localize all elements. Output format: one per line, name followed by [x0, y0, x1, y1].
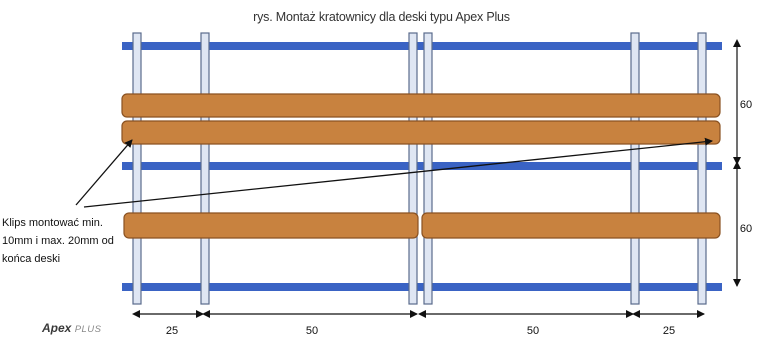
- deck-board-4: [421, 212, 721, 239]
- pointer-right: [83, 137, 713, 208]
- clip-note-line-3: końca deski: [2, 253, 61, 265]
- deck-board-3: [123, 212, 419, 239]
- dim-label-2: 50: [306, 325, 318, 337]
- joist-bottom: [122, 283, 722, 291]
- joists: [122, 42, 722, 291]
- battens: [132, 32, 707, 305]
- joist-middle: [122, 162, 722, 170]
- dim-label-3: 50: [527, 325, 539, 337]
- logo-brand: Apex: [42, 321, 72, 335]
- deck-boards: [121, 93, 721, 239]
- logo-suffix: PLUS: [74, 324, 102, 335]
- clip-note-line-2: 10mm i max. 20mm od: [2, 235, 114, 247]
- joist-top: [122, 42, 722, 50]
- apex-logo: Apex PLUS: [42, 321, 102, 335]
- batten-2: [200, 32, 210, 305]
- pointer-left: [75, 139, 133, 206]
- deck-board-1: [121, 93, 721, 118]
- note-pointers: [75, 137, 713, 208]
- clip-note-line-1: Klips montować min.: [2, 217, 103, 229]
- batten-1: [132, 32, 142, 305]
- diagram-caption: rys. Montaż kratownicy dla deski typu Ap…: [253, 10, 510, 24]
- batten-4: [423, 32, 433, 305]
- dim-label-v1: 60: [740, 99, 752, 111]
- batten-5: [630, 32, 640, 305]
- dim-label-v2: 60: [740, 223, 752, 235]
- clip-note: Klips montować min. 10mm i max. 20mm od …: [2, 214, 132, 268]
- batten-3: [408, 32, 418, 305]
- batten-6: [697, 32, 707, 305]
- dim-label-4: 25: [663, 325, 675, 337]
- deck-board-2: [121, 120, 721, 145]
- dim-label-1: 25: [166, 325, 178, 337]
